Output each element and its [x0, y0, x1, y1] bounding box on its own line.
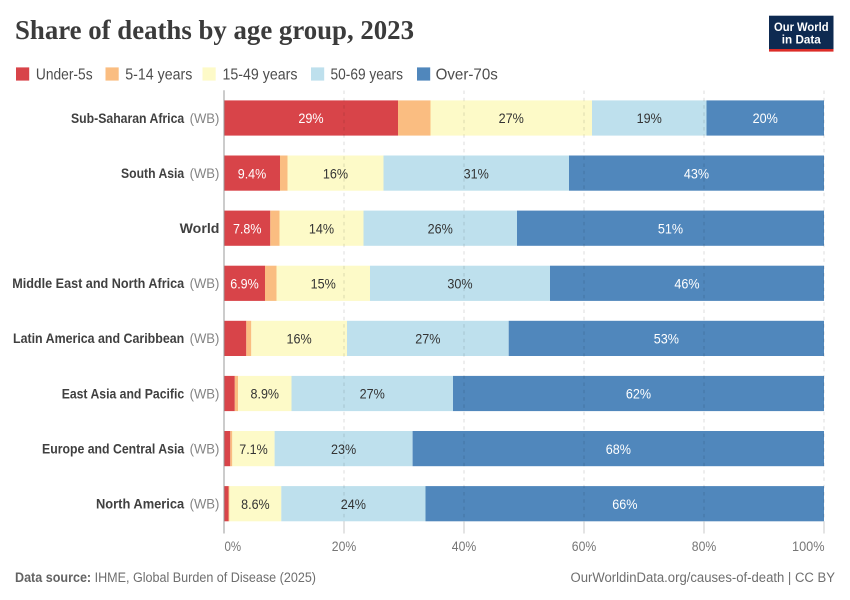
- svg-text:66%: 66%: [612, 496, 637, 512]
- svg-text:14%: 14%: [309, 220, 334, 236]
- svg-text:5-14 years: 5-14 years: [125, 67, 192, 84]
- svg-text:OurWorldinData.org/causes-of-d: OurWorldinData.org/causes-of-death | CC …: [571, 570, 836, 585]
- svg-text:20%: 20%: [753, 110, 778, 126]
- svg-text:27%: 27%: [415, 331, 440, 347]
- svg-text:(WB): (WB): [190, 165, 220, 181]
- svg-text:Over-70s: Over-70s: [436, 67, 498, 84]
- svg-text:27%: 27%: [360, 386, 385, 402]
- svg-text:60%: 60%: [572, 538, 596, 554]
- svg-text:Europe and Central Asia: Europe and Central Asia: [42, 440, 184, 456]
- svg-text:(WB): (WB): [190, 385, 220, 401]
- svg-text:50-69 years: 50-69 years: [331, 67, 404, 84]
- svg-text:15-49 years: 15-49 years: [223, 67, 298, 84]
- svg-text:80%: 80%: [692, 538, 716, 554]
- svg-text:31%: 31%: [464, 165, 489, 181]
- svg-text:Latin America and Caribbean: Latin America and Caribbean: [13, 330, 184, 346]
- svg-text:29%: 29%: [298, 110, 323, 126]
- svg-text:100%: 100%: [792, 538, 825, 554]
- svg-text:16%: 16%: [287, 331, 312, 347]
- svg-text:20%: 20%: [332, 538, 356, 554]
- svg-text:(WB): (WB): [190, 496, 220, 512]
- svg-text:Our World: Our World: [774, 20, 829, 34]
- svg-text:7.8%: 7.8%: [233, 220, 262, 236]
- svg-text:19%: 19%: [637, 110, 662, 126]
- svg-text:26%: 26%: [428, 220, 453, 236]
- svg-text:(WB): (WB): [190, 330, 220, 346]
- svg-text:Share of deaths by age group,: Share of deaths by age group, 2023: [15, 15, 414, 45]
- svg-text:15%: 15%: [311, 276, 336, 292]
- svg-text:40%: 40%: [452, 538, 476, 554]
- svg-text:in Data: in Data: [782, 33, 821, 47]
- svg-text:8.9%: 8.9%: [251, 386, 280, 402]
- svg-text:24%: 24%: [341, 496, 366, 512]
- svg-text:43%: 43%: [684, 165, 709, 181]
- svg-text:South Asia: South Asia: [121, 165, 184, 181]
- svg-text:23%: 23%: [331, 441, 356, 457]
- svg-text:Data source: IHME, Global Burd: Data source: IHME, Global Burden of Dise…: [15, 570, 316, 585]
- svg-text:16%: 16%: [323, 165, 348, 181]
- svg-text:30%: 30%: [447, 276, 472, 292]
- svg-text:0%: 0%: [225, 538, 242, 554]
- svg-text:68%: 68%: [606, 441, 631, 457]
- svg-text:(WB): (WB): [190, 440, 220, 456]
- svg-text:Under-5s: Under-5s: [36, 67, 93, 84]
- svg-text:East Asia and Pacific: East Asia and Pacific: [62, 385, 185, 401]
- svg-text:World: World: [180, 220, 220, 236]
- svg-text:51%: 51%: [658, 220, 683, 236]
- svg-text:9.4%: 9.4%: [238, 165, 267, 181]
- svg-text:Middle East and North Africa: Middle East and North Africa: [12, 275, 184, 291]
- svg-text:8.6%: 8.6%: [241, 496, 270, 512]
- svg-text:53%: 53%: [654, 331, 679, 347]
- svg-text:(WB): (WB): [190, 275, 220, 291]
- svg-text:46%: 46%: [674, 276, 699, 292]
- svg-text:Sub-Saharan Africa: Sub-Saharan Africa: [71, 110, 184, 126]
- svg-text:North America: North America: [96, 496, 184, 512]
- svg-text:27%: 27%: [499, 110, 524, 126]
- svg-text:62%: 62%: [626, 386, 651, 402]
- svg-text:6.9%: 6.9%: [230, 276, 259, 292]
- svg-text:7.1%: 7.1%: [239, 441, 268, 457]
- svg-text:(WB): (WB): [190, 110, 220, 126]
